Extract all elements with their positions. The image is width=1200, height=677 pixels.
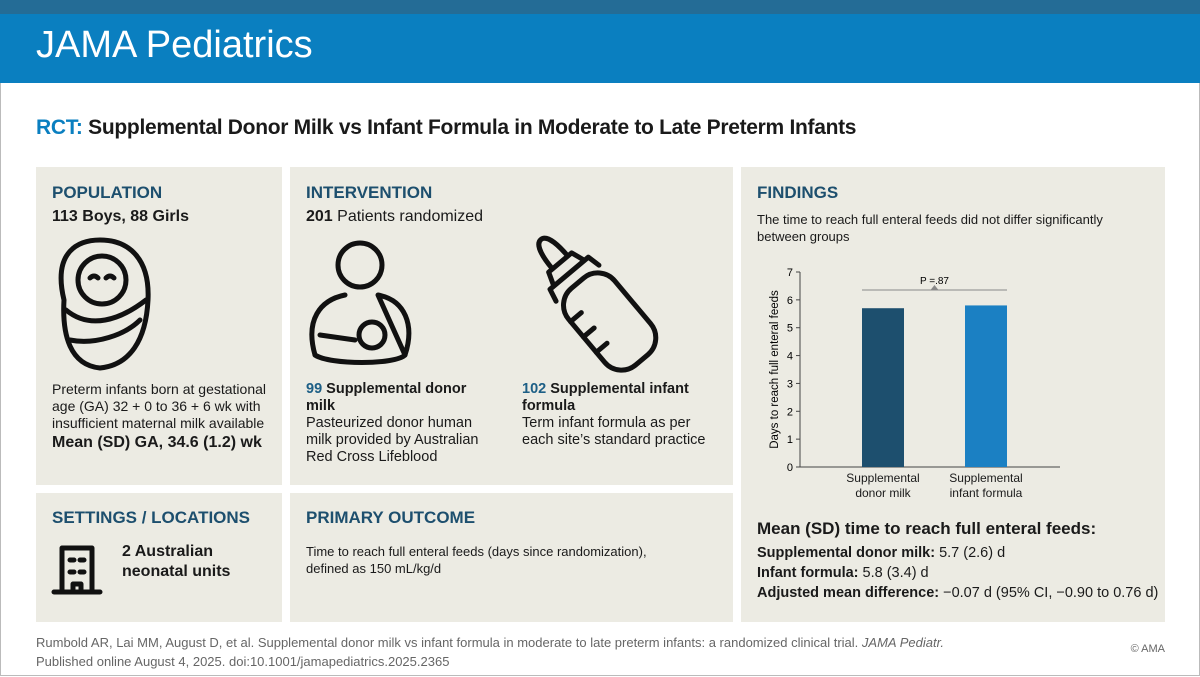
headline: RCT: Supplemental Donor Milk vs Infant F… [36, 116, 856, 140]
count: 201 [306, 208, 333, 225]
summary-label: Infant formula: [757, 565, 859, 581]
headline-title: Supplemental Donor Milk vs Infant Formul… [88, 116, 857, 139]
group-count: 102 [522, 381, 547, 397]
summary-title: Mean (SD) time to reach full enteral fee… [757, 519, 1097, 538]
count-text: Patients randomized [337, 208, 484, 225]
summary-value: 5.7 (2.6) d [939, 545, 1006, 561]
x-tick-label: Supplemental infant formula [949, 471, 1023, 500]
outcome-panel [290, 493, 733, 622]
outcome-heading: PRIMARY OUTCOME [306, 508, 476, 527]
summary-label: Supplemental donor milk: [757, 545, 936, 561]
intervention-count: 201 Patients randomized [306, 208, 483, 226]
group-name: Supplemental donor milk [306, 381, 467, 414]
copyright: © AMA [1130, 643, 1165, 655]
header-title: JAMA Pediatrics [36, 24, 313, 66]
summary-list: Supplemental donor milk: 5.7 (2.6) d Inf… [757, 543, 1158, 603]
summary-value: 5.8 (3.4) d [862, 565, 929, 581]
findings-heading: FINDINGS [757, 183, 839, 202]
header-band [0, 14, 1200, 83]
headline-label: RCT: [36, 116, 83, 139]
top-strip [0, 0, 1200, 14]
group-description: Pasteurized donor human milk provided by… [306, 415, 479, 465]
group-count: 99 [306, 381, 323, 397]
summary-label: Adjusted mean difference: [757, 585, 940, 601]
group: 102 Supplemental infant formula Term inf… [522, 381, 707, 449]
x-tick-label: Supplemental donor milk [846, 471, 920, 500]
settings-text: 2 Australian neonatal units [122, 543, 231, 580]
citation: Rumbold AR, Lai MM, August D, et al. Sup… [36, 633, 944, 671]
citation-text: Rumbold AR, Lai MM, August D, et al. Sup… [36, 635, 859, 650]
citation-line2: Published online August 4, 2025. doi:10.… [36, 654, 450, 669]
population-heading: POPULATION [52, 183, 163, 202]
summary-value: −0.07 d (95% CI, −0.90 to 0.76 d) [943, 585, 1159, 601]
population-mean: Mean (SD) GA, 34.6 (1.2) wk [52, 434, 262, 451]
findings-text: The time to reach full enteral feeds did… [757, 212, 1103, 244]
population-description: Preterm infants born at gestational age … [52, 381, 267, 431]
group-description: Term infant formula as per each site’s s… [522, 415, 706, 448]
outcome-text: Time to reach full enteral feeds (days s… [306, 544, 647, 576]
journal: JAMA Pediatr. [861, 635, 945, 650]
findings-panel [741, 167, 1165, 622]
intervention-heading: INTERVENTION [306, 183, 433, 202]
population-summary: 113 Boys, 88 Girls [52, 208, 189, 225]
settings-heading: SETTINGS / LOCATIONS [52, 508, 251, 527]
group-name: Supplemental infant formula [522, 381, 689, 414]
group: 99 Supplemental donor milk Pasteurized d… [306, 381, 481, 466]
